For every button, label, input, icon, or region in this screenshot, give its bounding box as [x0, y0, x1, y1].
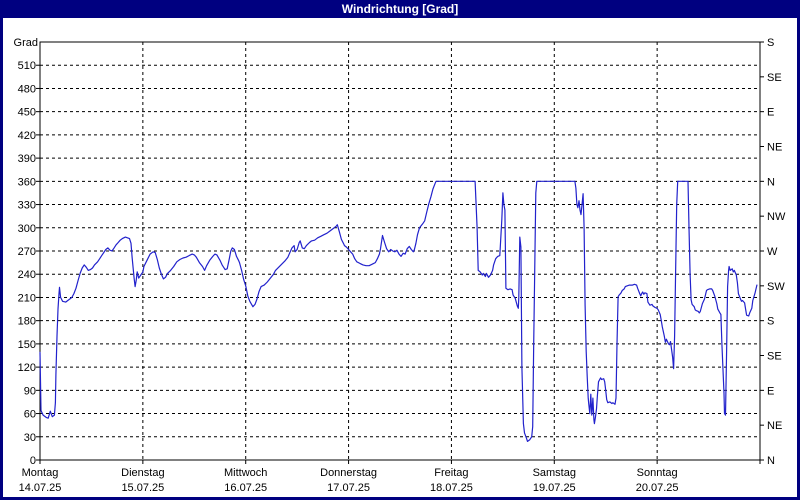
svg-text:150: 150	[18, 339, 36, 351]
svg-text:60: 60	[24, 409, 36, 421]
svg-text:E: E	[767, 107, 774, 119]
svg-text:450: 450	[18, 107, 36, 119]
svg-text:Sonntag: Sonntag	[637, 467, 678, 479]
svg-text:SW: SW	[767, 281, 785, 293]
svg-text:120: 120	[18, 362, 36, 374]
svg-text:E: E	[767, 385, 774, 397]
window-title: Windrichtung [Grad]	[341, 2, 459, 16]
svg-text:S: S	[767, 316, 774, 328]
svg-text:Dienstag: Dienstag	[121, 467, 164, 479]
svg-text:15.07.25: 15.07.25	[121, 482, 164, 494]
svg-text:W: W	[767, 246, 778, 258]
svg-text:NE: NE	[767, 420, 782, 432]
x-axis-day-labels: Montag 14.07.25 Dienstag 15.07.25 Mittwoch 16…	[19, 467, 679, 494]
title-bar[interactable]: Windrichtung [Grad]	[0, 0, 800, 18]
data-series	[39, 180, 758, 442]
svg-text:Grad: Grad	[14, 37, 38, 49]
axes	[36, 41, 764, 464]
svg-text:0: 0	[30, 455, 36, 467]
svg-text:N: N	[767, 455, 775, 467]
svg-text:Donnerstag: Donnerstag	[320, 467, 377, 479]
svg-text:N: N	[767, 176, 775, 188]
svg-text:Montag: Montag	[22, 467, 59, 479]
svg-text:14.07.25: 14.07.25	[19, 482, 62, 494]
svg-text:330: 330	[18, 200, 36, 212]
svg-text:19.07.25: 19.07.25	[533, 482, 576, 494]
svg-text:NE: NE	[767, 142, 782, 154]
svg-text:S: S	[767, 37, 774, 49]
y-axis-right-labels: N NE E SE S SW W NW N NE E SE S	[767, 37, 786, 467]
series-Windrichtung	[39, 180, 758, 442]
svg-text:510: 510	[18, 60, 36, 72]
svg-text:300: 300	[18, 223, 36, 235]
svg-text:240: 240	[18, 269, 36, 281]
svg-text:210: 210	[18, 292, 36, 304]
y-axis-left-labels: Grad 0 30 60 90 120 150 180 210 240 270 300 330 360 39…	[14, 37, 38, 467]
gridlines	[40, 42, 760, 460]
svg-text:180: 180	[18, 316, 36, 328]
svg-text:16.07.25: 16.07.25	[224, 482, 267, 494]
svg-text:SE: SE	[767, 351, 782, 363]
svg-text:NW: NW	[767, 211, 786, 223]
svg-text:Freitag: Freitag	[434, 467, 468, 479]
svg-text:18.07.25: 18.07.25	[430, 482, 473, 494]
svg-text:270: 270	[18, 246, 36, 258]
svg-text:Samstag: Samstag	[533, 467, 576, 479]
chart-area	[3, 18, 797, 497]
svg-text:Mittwoch: Mittwoch	[224, 467, 267, 479]
svg-text:20.07.25: 20.07.25	[636, 482, 679, 494]
svg-text:480: 480	[18, 83, 36, 95]
svg-text:90: 90	[24, 385, 36, 397]
svg-text:360: 360	[18, 176, 36, 188]
svg-text:30: 30	[24, 432, 36, 444]
svg-text:17.07.25: 17.07.25	[327, 482, 370, 494]
svg-text:420: 420	[18, 130, 36, 142]
svg-text:SE: SE	[767, 72, 782, 84]
svg-text:390: 390	[18, 153, 36, 165]
